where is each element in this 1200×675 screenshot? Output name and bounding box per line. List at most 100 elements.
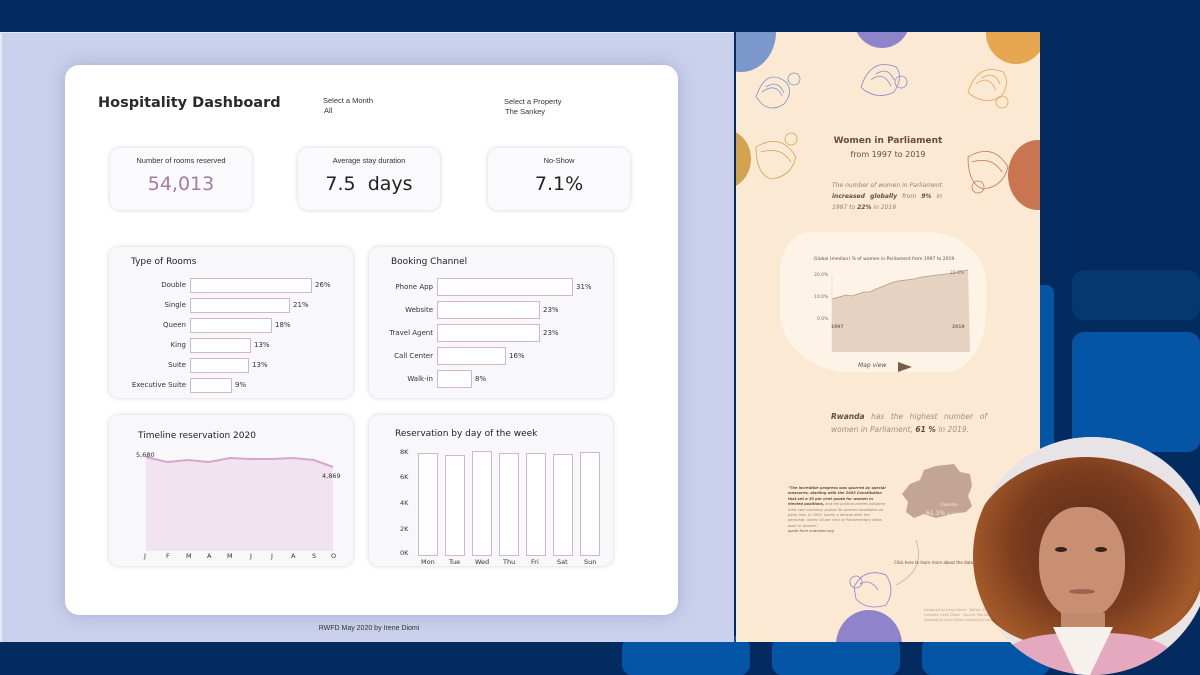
- women-parliament-area-chart[interactable]: [736, 32, 1040, 642]
- credit-line: Drawing by Irene Diomi inspired by Lana …: [924, 618, 1001, 622]
- bar-row[interactable]: Travel Agent 23%: [369, 324, 559, 342]
- x-tick: M: [227, 552, 233, 560]
- bar[interactable]: [472, 451, 492, 556]
- dashboard-viewport: Hospitality Dashboard Select a Month All…: [0, 32, 734, 642]
- bar[interactable]: [526, 453, 546, 556]
- month-filter[interactable]: Select a Month All: [323, 96, 373, 116]
- bar-value: 23%: [543, 329, 559, 337]
- x-tick: Thu: [503, 558, 516, 566]
- bar[interactable]: [418, 453, 438, 556]
- x-tick: J: [250, 552, 252, 560]
- avatar-face: [1039, 507, 1125, 619]
- x-tick: Mon: [421, 558, 435, 566]
- bar-label: Executive Suite: [131, 381, 186, 389]
- timeline-chart: Timeline reservation 2020 5,680 4,869 J …: [109, 415, 353, 566]
- bar-row[interactable]: Executive Suite 9%: [109, 377, 246, 393]
- credit-line: LinkedIn: Irene Diomi · Source: WorldBan…: [924, 613, 997, 617]
- quote-text: and the political parties adopting their…: [788, 502, 885, 528]
- poster-subtitle: from 1997 to 2019: [850, 150, 926, 159]
- bar-row[interactable]: Double 26%: [109, 277, 331, 293]
- map-country-label: Rwanda: [940, 502, 958, 507]
- bar[interactable]: [190, 317, 272, 333]
- bar-value: 21%: [293, 301, 309, 309]
- bar[interactable]: [437, 324, 540, 342]
- bar[interactable]: [437, 347, 506, 365]
- bar[interactable]: [190, 357, 249, 373]
- kpi-label: Average stay duration: [332, 156, 406, 165]
- rwanda-quote: "The incredible progress was spurred by …: [788, 486, 888, 535]
- bar[interactable]: [437, 370, 472, 388]
- bar[interactable]: [437, 278, 573, 296]
- chart-title: Reservation by day of the week: [395, 429, 538, 439]
- x-tick: Fri: [531, 558, 539, 566]
- bar-label: Call Center: [394, 352, 433, 360]
- bar-label: Queen: [163, 321, 186, 329]
- bar-value: 31%: [576, 283, 592, 291]
- play-arrow-icon[interactable]: [898, 362, 912, 372]
- x-tick: 1997: [831, 325, 844, 330]
- dashboard-title: Hospitality Dashboard: [98, 95, 281, 111]
- timeline-area-plot[interactable]: [109, 415, 353, 566]
- bar-value: 23%: [543, 306, 559, 314]
- bar-row[interactable]: Website 23%: [369, 301, 559, 319]
- x-tick: A: [207, 552, 212, 560]
- month-filter-value[interactable]: All: [324, 106, 333, 115]
- bar-label: King: [170, 341, 186, 349]
- chart-title: Booking Channel: [391, 257, 468, 267]
- bg-block: [622, 636, 750, 675]
- avatar-mouth: [1069, 589, 1095, 594]
- bar-row[interactable]: Single 21%: [109, 297, 309, 313]
- bar-row[interactable]: Suite 13%: [109, 357, 268, 373]
- kpi-no-show: No-Show 7.1%: [488, 148, 630, 210]
- x-tick: Tue: [449, 558, 461, 566]
- poster-description: The number of women in Parliament increa…: [832, 180, 942, 213]
- y-tick: 20.0%: [814, 273, 829, 278]
- avatar: [973, 437, 1200, 675]
- desc-bold: 9%: [921, 193, 932, 200]
- x-tick: 2019: [952, 325, 965, 330]
- rwanda-map-shape[interactable]: [736, 32, 1040, 642]
- property-filter[interactable]: Select a Property The Sankey: [504, 97, 562, 117]
- bar-label: Suite: [168, 361, 186, 369]
- property-filter-value[interactable]: The Sankey: [505, 107, 546, 116]
- bar-label: Single: [164, 301, 186, 309]
- bar[interactable]: [499, 453, 519, 556]
- bar-row[interactable]: Call Center 16%: [369, 347, 525, 365]
- desc-bold: increased globally: [832, 193, 897, 200]
- bar[interactable]: [437, 301, 540, 319]
- rwanda-headline: Rwanda has the highest number of women i…: [831, 410, 987, 436]
- x-tick: J: [144, 552, 146, 560]
- bar[interactable]: [580, 452, 600, 556]
- bar-row[interactable]: Walk-in 8%: [369, 370, 487, 388]
- avatar-eye: [1055, 547, 1067, 552]
- y-tick: 0.0%: [817, 317, 829, 322]
- bar-row[interactable]: King 13%: [109, 337, 270, 353]
- quote-source: quote from unwomen.org: [788, 529, 834, 534]
- bar-row[interactable]: Queen 18%: [109, 317, 291, 333]
- headline-bold: Rwanda: [831, 412, 865, 421]
- learn-more-link[interactable]: Click here to learn more about the data: [894, 560, 974, 565]
- bar[interactable]: [553, 454, 573, 556]
- desc-bold: 22%: [857, 204, 872, 211]
- y-tick: 8K: [400, 448, 409, 456]
- kpi-rooms-reserved: Number of rooms reserved 54,013: [110, 148, 252, 210]
- bar-value: 8%: [475, 375, 487, 383]
- x-tick: A: [291, 552, 296, 560]
- mini-chart-title: Global (median) % of women in Parliament…: [814, 257, 955, 262]
- map-view-link[interactable]: Map view: [858, 362, 886, 369]
- bar[interactable]: [445, 455, 465, 556]
- x-tick: Sat: [557, 558, 568, 566]
- kpi-avg-stay: Average stay duration 7.5 days: [298, 148, 440, 210]
- bar-row[interactable]: Phone App 31%: [369, 278, 592, 296]
- poster-title: Women in Parliament: [833, 136, 943, 146]
- headline-text: in 2019.: [938, 425, 970, 434]
- x-tick: Wed: [475, 558, 490, 566]
- bar[interactable]: [190, 377, 232, 393]
- end-value-label: 22.0%: [950, 271, 965, 276]
- bar[interactable]: [190, 297, 290, 313]
- bg-block: [1072, 270, 1200, 320]
- kpi-value: 7.1%: [534, 173, 584, 195]
- bar[interactable]: [190, 337, 251, 353]
- bar[interactable]: [190, 277, 312, 293]
- bar-value: 16%: [509, 352, 525, 360]
